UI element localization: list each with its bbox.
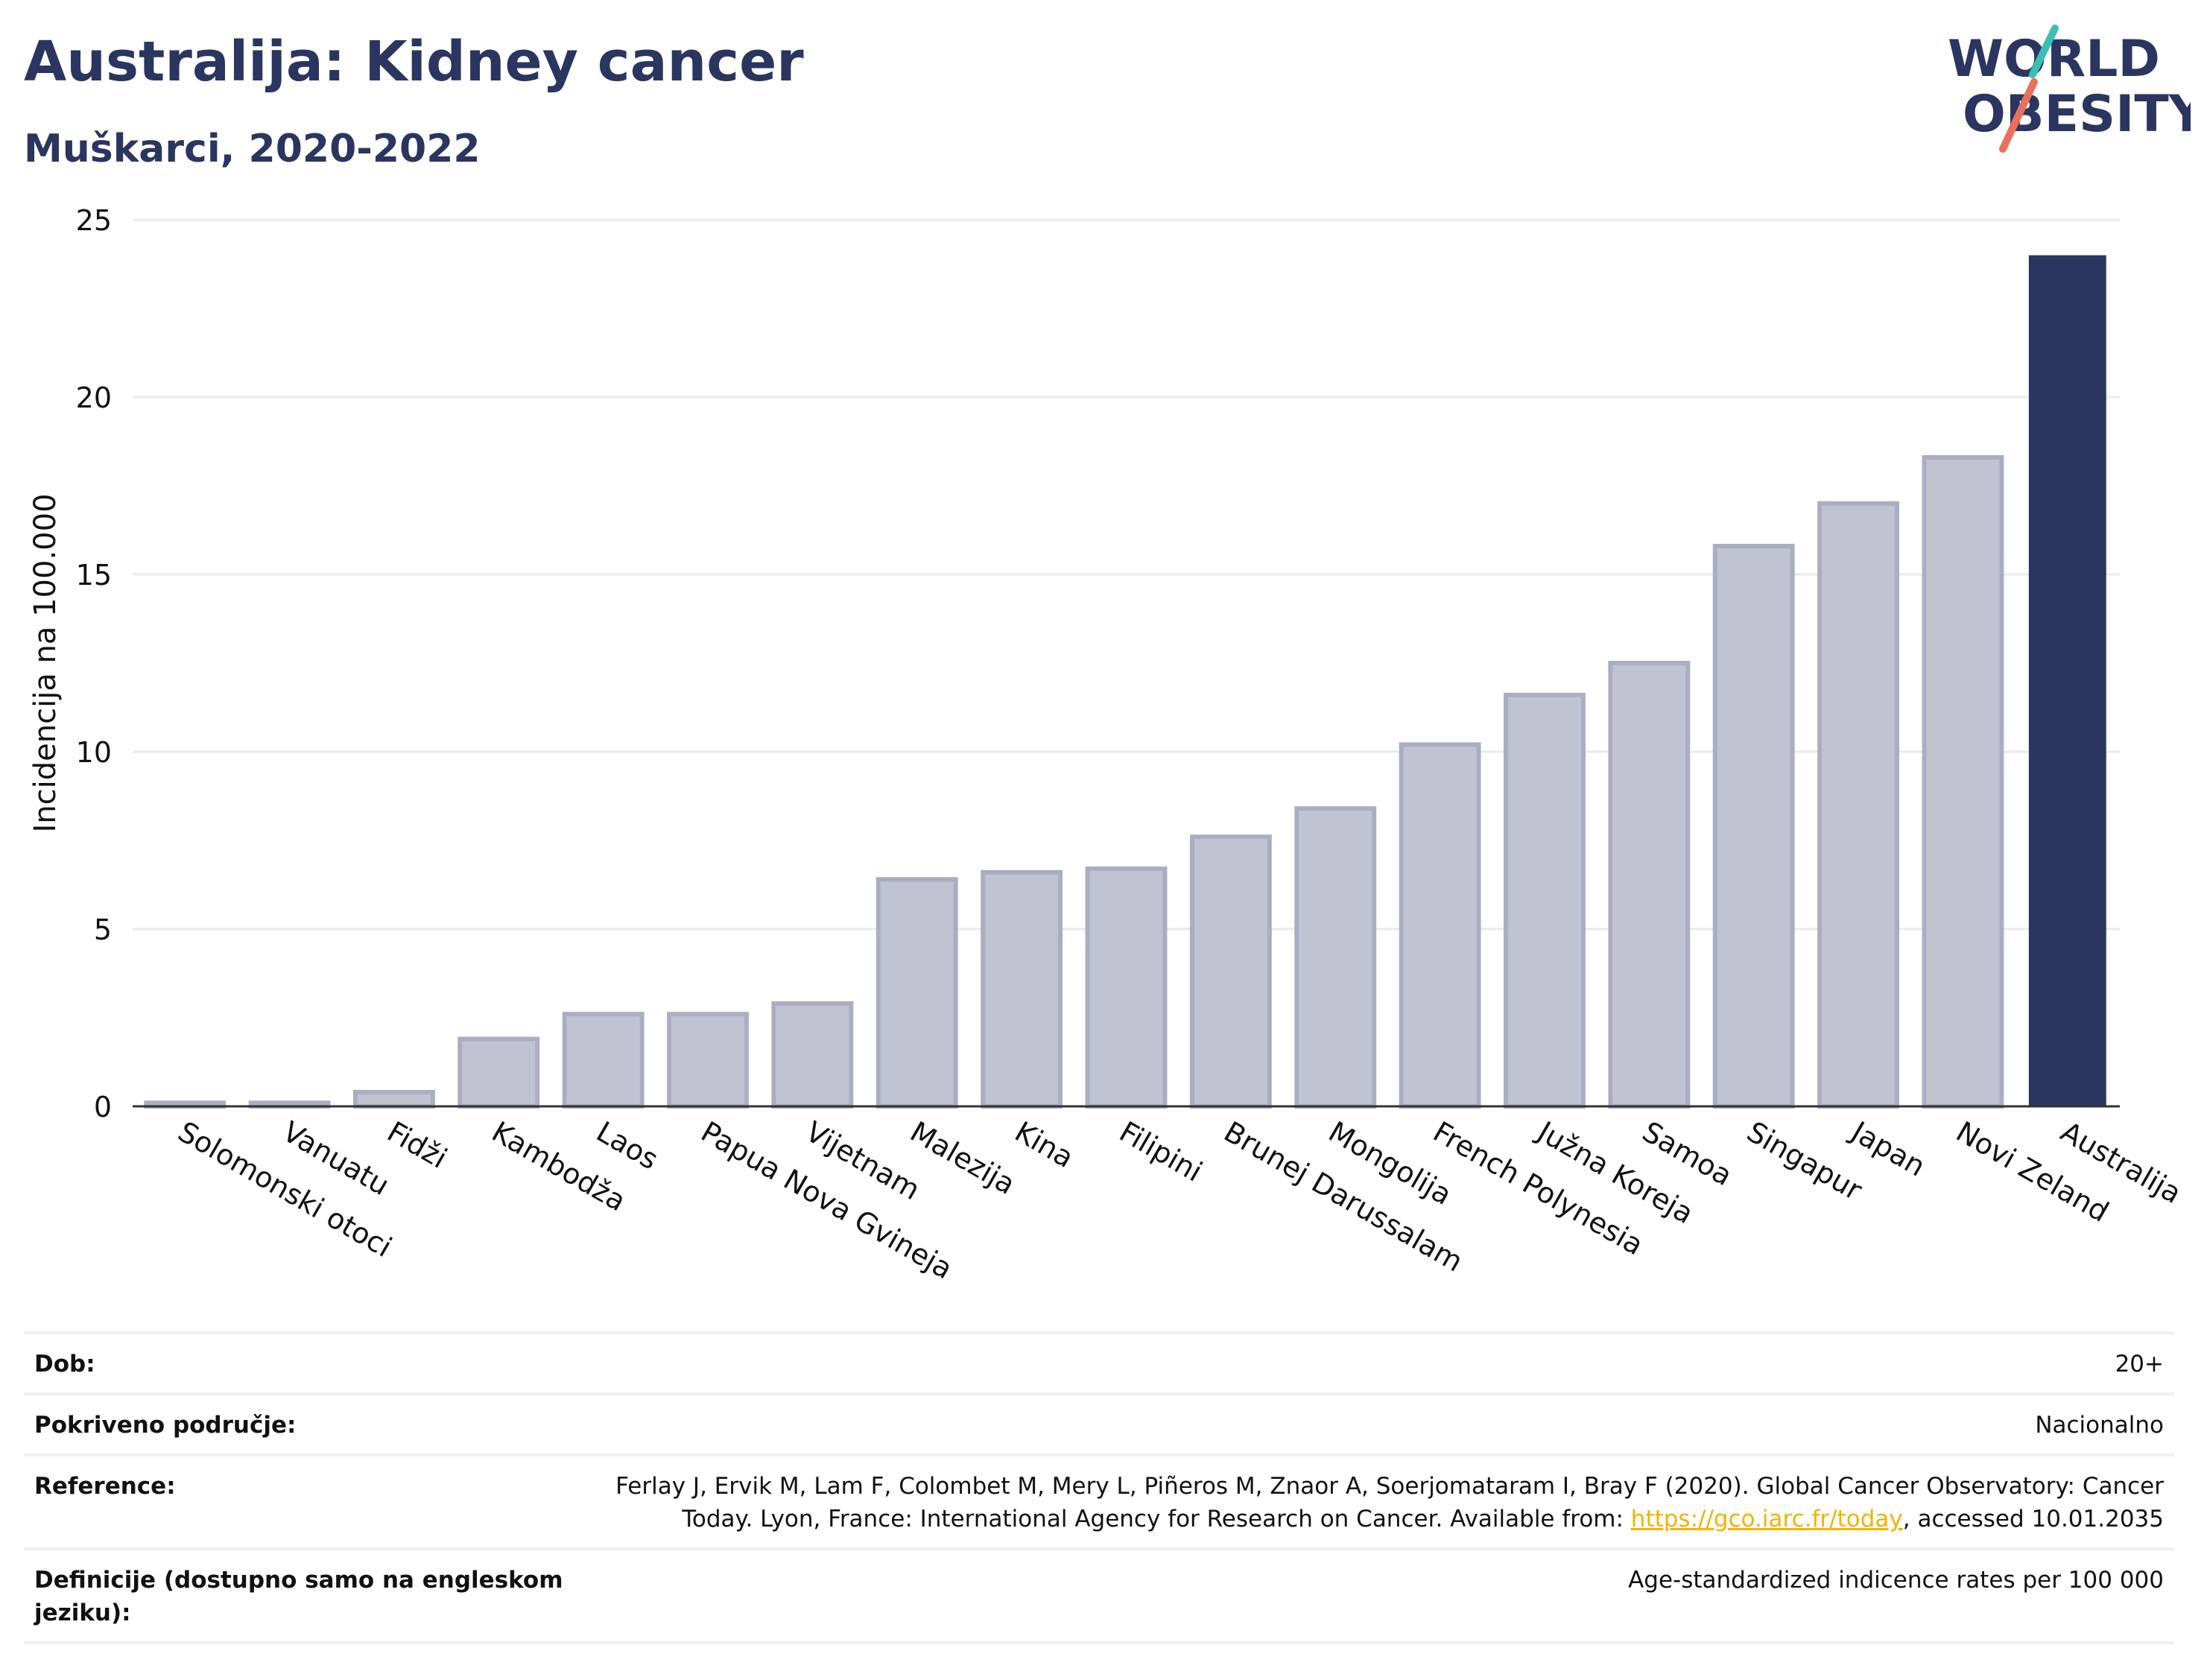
logo-text-obesity: OBESITY [1963,85,2191,144]
x-tick-label: Singapur [1741,1115,1868,1207]
info-value-age: 20+ [2115,1351,2164,1378]
chart-subtitle: Muškarci, 2020-2022 [24,127,481,171]
reference-accessed: , accessed 10.01.2035 [1902,1506,2164,1532]
info-label-age: Dob: [34,1351,95,1378]
bar-mongolija [1294,806,1377,1109]
bar-kambodža [457,1036,540,1109]
bar-australija [2028,255,2106,1107]
logo-slash-coral [1999,78,2038,153]
y-axis-label: Incidencija na 100.000 [28,493,63,832]
bar-french-polynesia [1399,742,1481,1109]
bar-filipini [1085,866,1168,1109]
x-tick-label: Kina [1010,1115,1080,1175]
bar-fidži [352,1089,435,1109]
x-tick-label: Laos [591,1115,664,1176]
y-tick-label: 10 [76,736,112,769]
bar-novi-zeland [1922,454,2004,1109]
y-tick-label: 25 [76,204,112,237]
x-tick-label: Fidži [381,1115,452,1175]
info-label-coverage: Pokriveno područje: [34,1412,297,1439]
info-row-age: Dob: 20+ [24,1331,2174,1392]
x-tick-label: Malezija [905,1115,1021,1201]
bar-singapur [1712,543,1795,1109]
y-tick-label: 5 [94,913,112,946]
bar-samoa [1608,661,1691,1109]
info-label-reference: Reference: [34,1473,176,1500]
info-row-reference: Reference: Ferlay J, Ervik M, Lam F, Col… [24,1454,2174,1547]
info-value-coverage: Nacionalno [2035,1412,2164,1439]
y-tick-labels: 0 5 10 15 20 25 [76,204,112,1123]
info-value-definition: Age-standardized indicence rates per 100… [1628,1567,2164,1594]
bar-malezija [875,877,958,1109]
bar-kina [981,869,1063,1109]
world-obesity-logo: WORLD OBESITY [1948,25,2191,153]
info-row-definition: Definicije (dostupno samo na engleskom j… [24,1547,2174,1644]
bar-papua-nova-gvineja [667,1012,749,1109]
bar-laos [562,1012,645,1109]
info-label-definition: Definicije (dostupno samo na engleskom j… [34,1567,563,1626]
info-value-reference: Ferlay J, Ervik M, Lam F, Colombet M, Me… [599,1470,2164,1535]
bar-južna-koreja [1504,692,1586,1109]
reference-link[interactable]: https://gco.iarc.fr/today [1630,1506,1903,1532]
logo-slash-teal [2029,25,2059,78]
info-row-coverage: Pokriveno područje: Nacionalno [24,1392,2174,1454]
reference-text: Ferlay J, Ervik M, Lam F, Colombet M, Me… [615,1473,2164,1532]
bar-brunej-darussalam [1189,834,1272,1109]
y-tick-label: 15 [76,559,112,592]
chart-title: Australija: Kidney cancer [24,30,804,94]
bar-japan [1817,501,1900,1109]
bars [144,255,2106,1109]
info-table: Dob: 20+ Pokriveno područje: Nacionalno … [24,1331,2174,1644]
y-tick-label: 0 [94,1091,112,1123]
bar-vijetnam [771,1001,854,1109]
y-tick-label: 20 [76,381,112,414]
x-tick-label: Filipini [1114,1115,1208,1188]
logo-text-world: WORLD [1948,30,2160,89]
